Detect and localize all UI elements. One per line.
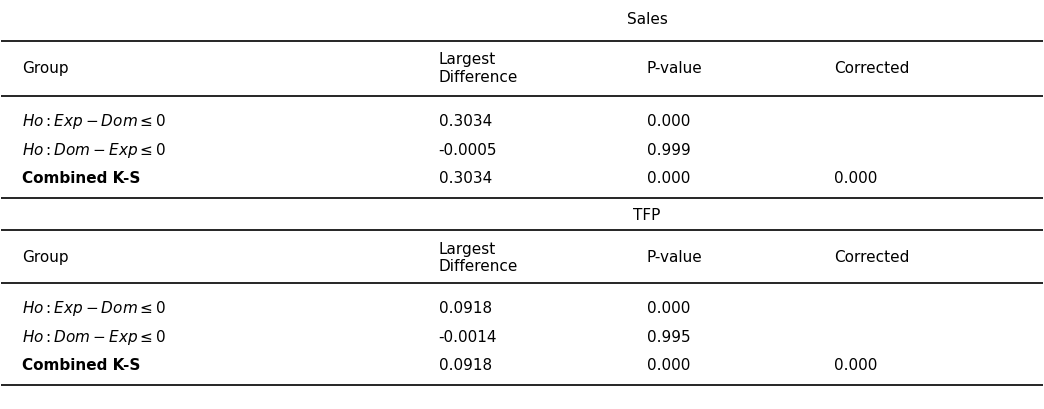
Text: 0.000: 0.000 <box>647 357 690 373</box>
Text: 0.000: 0.000 <box>647 114 690 129</box>
Text: -0.0005: -0.0005 <box>438 142 497 157</box>
Text: 0.3034: 0.3034 <box>438 114 492 129</box>
Text: Combined K-S: Combined K-S <box>22 357 141 373</box>
Text: 0.995: 0.995 <box>647 329 690 344</box>
Text: $Ho: Dom - Exp \leq 0$: $Ho: Dom - Exp \leq 0$ <box>22 327 166 346</box>
Text: 0.0918: 0.0918 <box>438 301 492 316</box>
Text: 0.000: 0.000 <box>834 171 878 186</box>
Text: Combined K-S: Combined K-S <box>22 171 141 186</box>
Text: $Ho: Dom - Exp \leq 0$: $Ho: Dom - Exp \leq 0$ <box>22 140 166 159</box>
Text: $Ho: Exp - Dom \leq 0$: $Ho: Exp - Dom \leq 0$ <box>22 299 166 317</box>
Text: 0.000: 0.000 <box>647 171 690 186</box>
Text: 0.000: 0.000 <box>834 357 878 373</box>
Text: Corrected: Corrected <box>834 250 909 265</box>
Text: Corrected: Corrected <box>834 61 909 76</box>
Text: Group: Group <box>22 250 69 265</box>
Text: 0.3034: 0.3034 <box>438 171 492 186</box>
Text: $Ho: Exp - Dom \leq 0$: $Ho: Exp - Dom \leq 0$ <box>22 112 166 131</box>
Text: 0.999: 0.999 <box>647 142 691 157</box>
Text: P-value: P-value <box>647 61 703 76</box>
Text: Group: Group <box>22 61 69 76</box>
Text: -0.0014: -0.0014 <box>438 329 497 344</box>
Text: P-value: P-value <box>647 250 703 265</box>
Text: 0.0918: 0.0918 <box>438 357 492 373</box>
Text: Sales: Sales <box>626 12 667 27</box>
Text: 0.000: 0.000 <box>647 301 690 316</box>
Text: TFP: TFP <box>634 207 661 222</box>
Text: Largest
Difference: Largest Difference <box>438 241 518 274</box>
Text: Largest
Difference: Largest Difference <box>438 52 518 85</box>
